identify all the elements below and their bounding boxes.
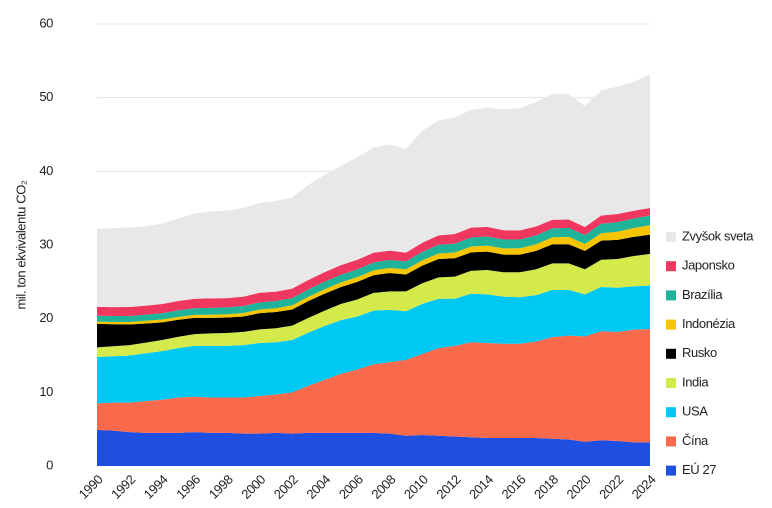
y-tick-label: 40 [39, 163, 53, 178]
x-tick-label: 2008 [368, 472, 398, 502]
area [97, 328, 650, 443]
x-tick-label: 1990 [76, 472, 106, 502]
legend-label: EÚ 27 [682, 462, 716, 477]
area [97, 234, 650, 348]
x-tick-label: 2000 [238, 472, 268, 502]
legend-label: Zvyšok sveta [682, 228, 754, 243]
x-tick-label: 1998 [206, 472, 236, 502]
x-tick-label: 2010 [401, 472, 431, 502]
legend-label: Čína [682, 433, 709, 448]
legend-swatch [666, 348, 676, 359]
x-tick-label: 2012 [433, 472, 463, 502]
legend-label: Rusko [682, 345, 717, 360]
y-tick-label: 10 [39, 384, 53, 399]
x-tick-label: 2016 [499, 472, 529, 502]
y-tick-label: 30 [39, 236, 53, 251]
legend-label: India [682, 374, 709, 389]
area [97, 285, 650, 404]
x-tick-label: 2018 [531, 472, 561, 502]
x-tick-label: 2020 [564, 472, 594, 502]
legend-swatch [666, 290, 676, 301]
y-tick-label: 20 [39, 310, 53, 325]
x-tick-label: 1994 [141, 472, 171, 502]
x-tick-label: 2002 [271, 472, 301, 502]
x-tick-label: 2014 [466, 472, 496, 502]
legend-swatch [666, 407, 676, 418]
area [97, 208, 650, 317]
area [97, 225, 650, 325]
area [97, 429, 650, 466]
area [97, 215, 650, 323]
x-tick-label: 1996 [173, 472, 203, 502]
area [97, 253, 650, 357]
legend-label: USA [682, 404, 708, 419]
area [97, 74, 650, 308]
y-tick-label: 50 [39, 89, 53, 104]
legend-swatch [666, 436, 676, 447]
legend-label: Japonsko [682, 258, 735, 273]
x-tick-label: 2022 [596, 472, 626, 502]
legend-swatch [666, 232, 676, 242]
legend-swatch [666, 465, 676, 476]
x-tick-label: 2024 [629, 472, 659, 502]
legend-label: Indonézia [682, 316, 736, 331]
y-tick-label: 60 [39, 15, 53, 30]
legend-label: Brazília [682, 287, 723, 302]
x-tick-label: 1992 [108, 472, 138, 502]
y-axis-label: mil. ton ekvivalentu CO₂ [13, 180, 28, 309]
legend-swatch [666, 319, 676, 330]
legend-swatch [666, 261, 676, 272]
x-tick-label: 2004 [303, 472, 333, 502]
legend-swatch [666, 378, 676, 388]
y-tick-label: 0 [46, 457, 53, 472]
x-tick-label: 2006 [336, 472, 366, 502]
